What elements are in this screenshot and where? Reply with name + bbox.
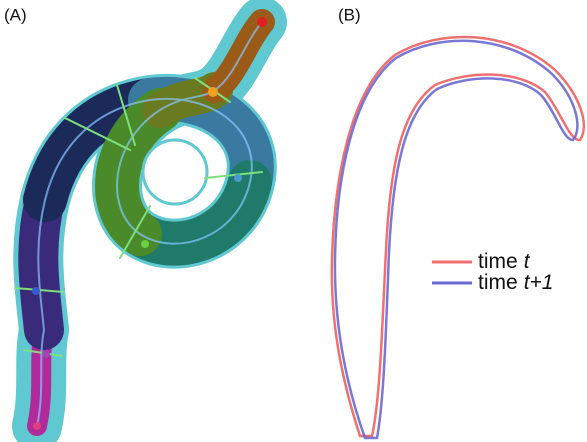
- legend-label: time t+1: [478, 271, 553, 294]
- legend-var: t: [524, 250, 531, 273]
- legend-text: time: [478, 250, 518, 273]
- panel-label: (A): [4, 5, 27, 24]
- worm-segmentation: [12, 0, 287, 442]
- legend-label: time t: [478, 250, 531, 273]
- legend-var: t+1: [524, 271, 554, 294]
- outline-comparison: [330, 35, 585, 440]
- legend-text: time: [478, 271, 518, 294]
- panel-label: (B): [338, 5, 361, 24]
